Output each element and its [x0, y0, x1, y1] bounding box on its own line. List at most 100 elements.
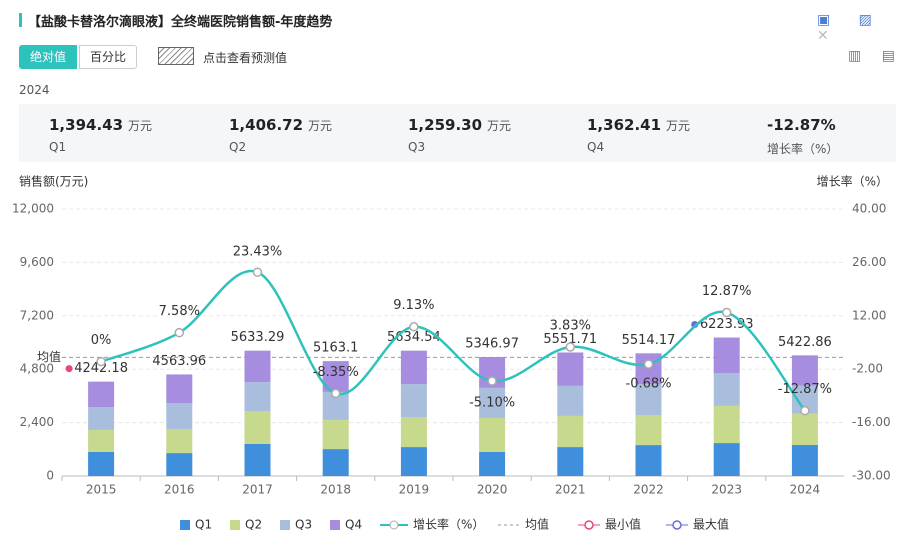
- bar-segment: [166, 429, 193, 454]
- bar-segment: [400, 417, 427, 448]
- summary-unit: 万元: [308, 119, 333, 133]
- bar-segment: [88, 381, 115, 408]
- forecast-pattern[interactable]: [158, 47, 194, 65]
- total-label: 5346.97: [465, 337, 519, 352]
- summary-label: Q1: [49, 140, 67, 154]
- bar-segment: [635, 384, 662, 416]
- bar-segment: [479, 417, 506, 452]
- growth-point: [565, 342, 576, 352]
- legend-point: [389, 520, 399, 530]
- growth-label: -0.68%: [626, 377, 672, 392]
- summary-label: 增长率（%）: [767, 142, 839, 156]
- bar-segment: [166, 374, 193, 404]
- legend-label: Q1: [195, 518, 212, 532]
- total-label: 5422.86: [778, 335, 832, 350]
- y-tick-label: 2,400: [20, 415, 54, 429]
- legend-swatch: [330, 520, 340, 530]
- legend-label: 最大值: [693, 517, 729, 532]
- bar-segment: [479, 387, 506, 418]
- summary-value: -12.87%: [767, 116, 836, 134]
- bar-segment: [244, 382, 271, 412]
- x-tick-label: 2024: [790, 483, 821, 497]
- bar-segment: [322, 419, 349, 450]
- growth-label: 12.87%: [702, 284, 752, 299]
- average-label: 均值: [37, 349, 61, 364]
- percent-button[interactable]: 百分比: [79, 45, 138, 69]
- bar-segment: [244, 443, 271, 476]
- bar-segment: [713, 372, 740, 406]
- legend-swatch: [180, 520, 190, 530]
- legend-point: [584, 520, 594, 530]
- view-icons[interactable]: ▥ ▤: [848, 48, 903, 64]
- bar-segment: [557, 447, 584, 476]
- summary-value: 1,259.30: [408, 116, 483, 134]
- growth-point: [800, 405, 810, 416]
- bar-segment: [791, 413, 818, 445]
- legend-label: Q3: [295, 518, 312, 532]
- y-tick-label: 9,600: [20, 255, 54, 269]
- bar-segment: [791, 444, 818, 476]
- total-label: 4242.18: [74, 361, 128, 376]
- growth-point: [487, 376, 497, 386]
- growth-point: [96, 356, 106, 367]
- summary-value: 1,362.41: [587, 116, 662, 134]
- summary-unit: 万元: [666, 119, 691, 133]
- y2-tick-label: -30.00: [852, 469, 891, 483]
- bar-segment: [166, 403, 193, 430]
- bar-segment: [88, 407, 115, 430]
- summary-unit: 万元: [487, 119, 512, 133]
- forecast-link[interactable]: 点击查看预测值: [203, 51, 288, 65]
- growth-point: [174, 327, 185, 338]
- y-tick-label: 0: [46, 469, 54, 483]
- x-tick-label: 2015: [86, 483, 117, 497]
- growth-point: [252, 267, 263, 277]
- growth-point: [330, 388, 341, 399]
- y2-axis-title: 增长率（%）: [817, 174, 888, 189]
- total-label: 5514.17: [622, 333, 676, 348]
- y-tick-label: 7,200: [20, 308, 54, 322]
- growth-label: -5.10%: [469, 396, 515, 411]
- x-tick-label: 2017: [242, 483, 273, 497]
- legend-label: 均值: [525, 517, 549, 532]
- year: 2024: [19, 83, 50, 97]
- bar-segment: [479, 451, 506, 476]
- growth-point: [409, 321, 419, 332]
- growth-label: 0%: [91, 333, 112, 348]
- bar-segment: [88, 451, 115, 476]
- y2-tick-label: -2.00: [852, 362, 883, 376]
- summary-label: Q4: [587, 140, 605, 154]
- summary-card: 1,394.43 万元 Q1: [49, 116, 152, 154]
- growth-point: [721, 307, 732, 318]
- bar-segment: [713, 443, 740, 476]
- growth-line: [100, 269, 806, 412]
- title: 【盐酸卡替洛尔滴眼液】全终端医院销售额-年度趋势: [28, 15, 333, 30]
- bar-segment: [557, 352, 584, 386]
- bar-segment: [713, 337, 740, 373]
- y2-tick-label: 40.00: [852, 202, 886, 216]
- summary-panel: [19, 104, 896, 162]
- bar-segment: [713, 405, 740, 444]
- bar-segment: [244, 350, 271, 383]
- summary-value: 1,394.43: [49, 116, 124, 134]
- legend-swatch: [280, 520, 290, 530]
- x-tick-label: 2022: [633, 483, 664, 497]
- min-marker: [65, 365, 73, 373]
- bar-segment: [635, 445, 662, 476]
- absolute-button[interactable]: 绝对值: [19, 45, 78, 69]
- y2-tick-label: -16.00: [852, 415, 891, 429]
- growth-point: [643, 359, 654, 369]
- bar-segment: [557, 385, 584, 416]
- summary-label: Q3: [408, 140, 426, 154]
- bar-segment: [791, 355, 818, 386]
- y-tick-label: 4,800: [20, 362, 54, 376]
- legend-label: 最小值: [605, 517, 641, 532]
- legend-label: Q2: [245, 518, 262, 532]
- legend-point: [672, 520, 682, 530]
- bar-segment: [400, 447, 427, 476]
- icons[interactable]: ▣ ▨ ✕: [817, 12, 884, 44]
- total-label: 4563.96: [152, 354, 206, 369]
- x-tick-label: 2023: [711, 483, 742, 497]
- y2-tick-label: 26.00: [852, 255, 886, 269]
